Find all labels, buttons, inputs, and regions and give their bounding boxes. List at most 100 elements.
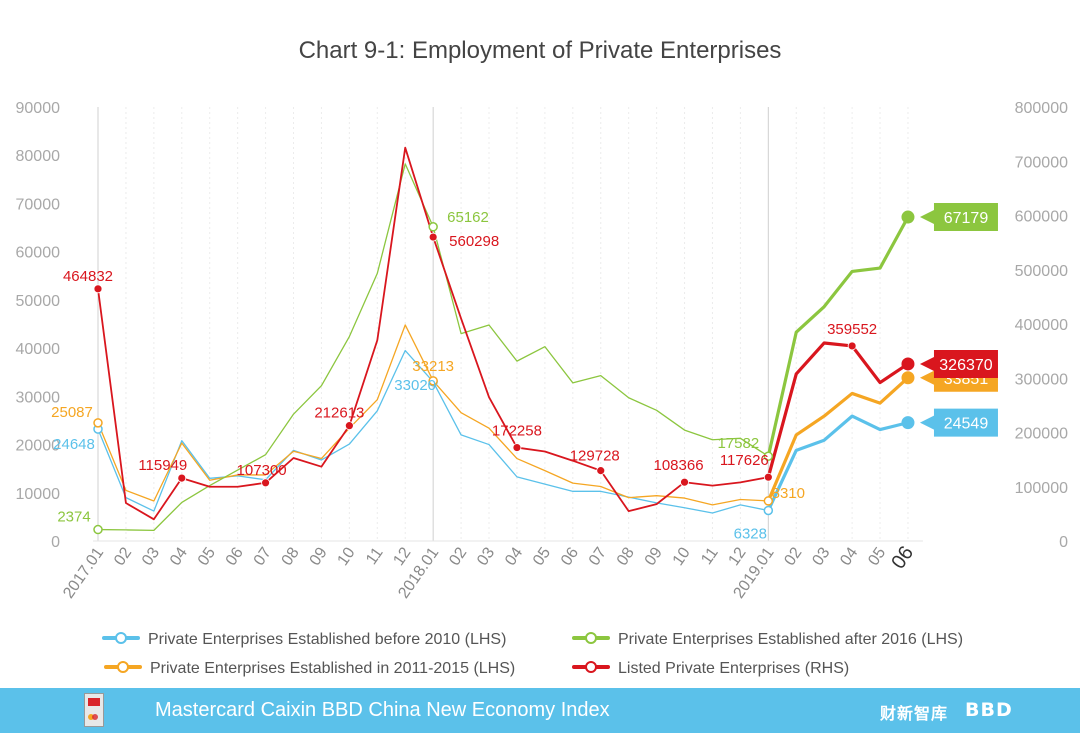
x-tick-label: 08 <box>614 544 638 568</box>
data-marker <box>177 473 187 483</box>
data-marker <box>763 496 774 506</box>
data-label: 6328 <box>734 525 767 542</box>
data-label: 33020 <box>394 377 436 394</box>
legend-marker <box>585 632 597 644</box>
y-right-tick-label: 800000 <box>1015 100 1068 117</box>
end-value-label: 326370 <box>939 357 992 374</box>
data-marker <box>901 357 915 371</box>
data-marker <box>763 451 774 461</box>
legend-marker <box>585 661 597 673</box>
legend-marker <box>115 632 127 644</box>
x-tick-label: 04 <box>167 544 191 568</box>
y-right-tick-label: 400000 <box>1015 317 1068 334</box>
x-tick-label: 07 <box>251 544 275 568</box>
y-left-tick-label: 90000 <box>16 100 61 117</box>
data-marker <box>763 505 774 516</box>
data-label: 24648 <box>53 436 95 453</box>
legend-entry: Private Enterprises Established before 2… <box>148 631 506 648</box>
y-right-tick-label: 300000 <box>1015 371 1068 388</box>
data-label: 17582 <box>717 435 759 452</box>
data-marker <box>901 416 915 430</box>
series-line <box>766 376 910 502</box>
data-marker <box>596 466 606 476</box>
nei-logo-icon <box>84 693 104 727</box>
y-left-tick-label: 10000 <box>16 486 61 503</box>
x-tick-label: 11 <box>363 544 387 567</box>
x-tick-label: 03 <box>474 544 498 568</box>
data-marker <box>763 472 773 482</box>
footer-bar: Mastercard Caixin BBD China New Economy … <box>0 688 1080 733</box>
data-marker <box>93 284 103 294</box>
x-tick-label: 02 <box>446 544 470 568</box>
data-label: 560298 <box>449 233 499 250</box>
x-tick-label: 11 <box>698 544 722 567</box>
data-label: 8310 <box>772 485 805 502</box>
legend: Private Enterprises Established before 2… <box>102 631 963 677</box>
data-label: 2374 <box>57 509 90 526</box>
x-tick-label: 03 <box>809 544 833 568</box>
series-line <box>766 414 909 512</box>
y-right-tick-label: 500000 <box>1015 263 1068 280</box>
data-label: 65162 <box>447 209 489 226</box>
caixin-brand: 财新智库 <box>880 706 949 723</box>
end-value-label: 67179 <box>944 210 989 227</box>
data-label: 129728 <box>570 448 620 465</box>
x-tick-label: 10 <box>335 544 359 568</box>
x-tick-label: 06 <box>558 544 582 568</box>
data-marker <box>680 477 689 487</box>
data-label: 107300 <box>237 462 287 479</box>
x-tick-label: 06 <box>887 542 918 573</box>
data-marker <box>847 341 857 351</box>
data-marker <box>93 418 103 428</box>
x-tick-label: 05 <box>530 544 554 568</box>
series-line <box>766 216 910 457</box>
legend-entry: Listed Private Enterprises (RHS) <box>618 660 849 677</box>
x-tick-label: 02 <box>111 544 135 568</box>
data-label: 117626 <box>720 452 769 469</box>
x-tick-label: 10 <box>670 544 694 568</box>
x-tick-label: 05 <box>195 544 219 568</box>
x-tick-label: 05 <box>865 544 889 568</box>
x-tick-label: 04 <box>502 544 526 568</box>
y-right-tick-label: 0 <box>1059 534 1068 551</box>
data-marker <box>901 210 915 224</box>
y-left-tick-label: 50000 <box>16 293 61 310</box>
legend-entry: Private Enterprises Established after 20… <box>618 631 963 648</box>
x-tick-label: 04 <box>837 544 861 568</box>
bbd-brand: BBD <box>965 699 1013 721</box>
y-left-tick-label: 20000 <box>16 438 61 455</box>
end-value-tag <box>919 408 998 437</box>
legend-marker <box>117 661 129 673</box>
data-marker <box>901 371 915 385</box>
chart-title: Chart 9-1: Employment of Private Enterpr… <box>299 37 782 64</box>
data-label: 172258 <box>492 423 542 440</box>
series-line <box>766 341 909 478</box>
data-label: 359552 <box>827 321 877 338</box>
data-marker <box>428 376 438 386</box>
x-tick-label: 09 <box>307 544 331 568</box>
chart: Chart 9-1: Employment of Private Enterpr… <box>16 37 1069 677</box>
y-right-tick-label: 600000 <box>1015 209 1068 226</box>
x-tick-label: 12 <box>726 544 750 568</box>
data-marker <box>93 524 103 535</box>
y-left-tick-label: 60000 <box>16 245 61 262</box>
data-label: 464832 <box>63 268 113 285</box>
end-value-label: 24549 <box>944 416 989 433</box>
y-right-tick-label: 100000 <box>1015 480 1068 497</box>
end-value-tag <box>919 203 998 232</box>
series-markers <box>93 210 915 535</box>
data-label: 212613 <box>314 405 364 422</box>
y-left-tick-label: 0 <box>51 534 60 551</box>
y-right-tick-label: 200000 <box>1015 426 1068 443</box>
x-tick-label: 06 <box>223 544 247 568</box>
y-right-tick-label: 700000 <box>1015 154 1068 171</box>
x-tick-label: 03 <box>139 544 163 568</box>
data-labels: 2464833020632824549250873321383103385123… <box>51 203 998 542</box>
data-marker <box>344 421 354 431</box>
data-label: 25087 <box>51 404 93 421</box>
footer-title: Mastercard Caixin BBD China New Economy … <box>155 699 610 721</box>
y-left-tick-label: 30000 <box>16 389 61 406</box>
x-tick-label: 08 <box>279 544 303 568</box>
x-tick-label: 12 <box>390 544 414 568</box>
y-left-tick-label: 70000 <box>16 196 61 213</box>
